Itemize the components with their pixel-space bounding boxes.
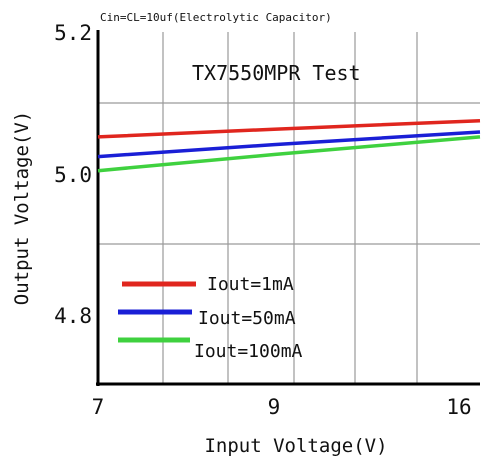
legend-label-iout-1ma: Iout=1mA [207,274,294,295]
y-tick-label: 4.8 [54,304,92,328]
x-tick-label: 7 [92,395,105,419]
series-layer [97,118,481,173]
series-line-iout-1ma [97,118,481,139]
x-axis-label: Input Voltage(V) [204,435,387,457]
legend-label-iout-50ma: Iout=50mA [198,308,296,329]
grid [98,32,480,384]
x-tick-label: 9 [268,395,281,419]
y-axis-label: Output Voltage(V) [11,111,33,305]
y-tick-label: 5.2 [54,21,92,45]
legend-label-iout-100ma: Iout=100mA [194,341,303,362]
legend: Iout=1mA Iout=50mA Iout=100mA [118,274,303,362]
series-line-iout-50ma [97,130,481,159]
axes [96,30,480,386]
plot-area [98,32,480,384]
chart-subtitle: Cin=CL=10uf(Electrolytic Capacitor) [100,11,332,24]
chart-title: TX7550MPR Test [192,61,361,85]
y-tick-label: 5.0 [54,163,92,187]
x-tick-label: 16 [446,395,471,419]
series-line-iout-100ma [97,135,481,173]
